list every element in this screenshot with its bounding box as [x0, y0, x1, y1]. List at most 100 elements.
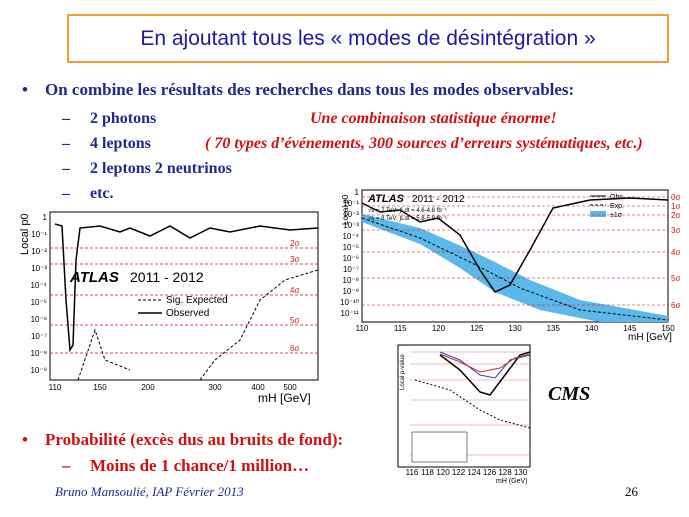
- x-tick-label: 140: [585, 324, 599, 333]
- sigma-label: 4σ: [290, 286, 299, 295]
- expected-curve: [414, 379, 531, 429]
- y-axis-title: Local p0: [341, 194, 350, 225]
- y-tick-label: 10⁻⁸: [31, 349, 48, 358]
- expected-curve: [361, 217, 669, 321]
- subitem: Moins de 1 chance/1 million…: [90, 456, 309, 475]
- title-box: [67, 14, 669, 63]
- dash: –: [61, 185, 71, 202]
- y-axis-title: Local p0: [19, 213, 31, 255]
- bullet: Probabilité (excès dus au bruits de fond…: [45, 430, 343, 449]
- x-tick-label: 150: [661, 324, 675, 333]
- channel-curve: [439, 353, 531, 373]
- page-number: 26: [625, 484, 639, 499]
- note: Une combinaison statistique énorme!: [310, 110, 557, 127]
- subitem: 4 leptons: [90, 135, 151, 152]
- atlas-left-figure: ATLAS 2011 - 2012 Sig. Expected Observed…: [19, 211, 319, 405]
- sigma-label: 5σ: [290, 316, 299, 325]
- legend-box: [411, 431, 468, 463]
- x-tick-label: 150: [93, 383, 107, 392]
- y-tick-label: 1: [43, 213, 48, 222]
- x-tick-label: 400: [251, 383, 265, 392]
- x-tick-label: 116: [406, 468, 419, 477]
- sigma-label: 5σ: [671, 274, 680, 283]
- x-tick-label: 110: [356, 324, 369, 333]
- legend-label: Obs.: [610, 194, 625, 201]
- atlas-right-figure: ATLAS 2011 - 2012 √s = 7 TeV: ∫Ldt = 4.6…: [341, 189, 672, 343]
- legend-label: Sig. Expected: [166, 295, 228, 306]
- sigma-label: 3σ: [671, 226, 680, 235]
- observed-curve: [439, 351, 531, 396]
- y-tick-label: 10⁻²: [31, 247, 47, 256]
- legend-swatch: [590, 211, 606, 217]
- x-tick-label: 122: [452, 468, 466, 477]
- x-tick-label: 130: [508, 324, 522, 333]
- one-sigma-band: [362, 214, 668, 322]
- y-tick-label: 10⁻⁴: [342, 232, 359, 241]
- y-tick-label: 10⁻³: [31, 264, 47, 273]
- sigma-label: 1σ: [671, 202, 680, 211]
- sigma-label: 4σ: [671, 248, 680, 257]
- frame: [49, 211, 319, 381]
- subitems: – 2 photons Une combinaison statistique …: [61, 110, 643, 202]
- subitem: 2 leptons 2 neutrinos: [90, 160, 232, 177]
- experiment: ATLAS: [69, 269, 119, 286]
- footer-author: Bruno Mansoulié, IAP Février 2013: [55, 484, 244, 499]
- y-tick-label: 10⁻⁹: [30, 366, 47, 375]
- y-tick-label: 10⁻⁶: [343, 254, 359, 263]
- dash: –: [61, 160, 71, 177]
- dash: –: [61, 456, 71, 475]
- lumi: √s = 8 TeV: ∫Ldt = 5.8-5.9 fb⁻¹: [368, 215, 447, 222]
- x-tick-label: 120: [436, 468, 450, 477]
- note: ( 70 types d’événements, 300 sources d’e…: [205, 135, 643, 152]
- x-tick-label: 124: [467, 468, 481, 477]
- x-axis-title: mH [GeV]: [628, 332, 672, 343]
- dash: –: [61, 135, 71, 152]
- y-tick-label: 10⁻⁵: [343, 243, 359, 252]
- legend-label: Observed: [166, 308, 209, 319]
- x-axis-title: mH [GeV]: [258, 391, 311, 405]
- x-tick-label: 200: [141, 383, 155, 392]
- y-axis-title: Local p-value: [400, 354, 406, 390]
- x-tick-label: 125: [470, 324, 484, 333]
- sigma-label: 2σ: [671, 211, 680, 220]
- tick-labels: 110⁻¹10⁻²10⁻³10⁻⁴10⁻⁵10⁻⁶10⁻⁷10⁻⁸10⁻⁹110…: [30, 188, 680, 477]
- expected-curve: [77, 269, 319, 381]
- dash: –: [61, 110, 71, 127]
- x-tick-label: 118: [421, 468, 434, 477]
- x-tick-label: 135: [547, 324, 561, 333]
- x-tick-label: 128: [498, 468, 512, 477]
- period: 2011 - 2012: [130, 269, 204, 285]
- x-tick-label: 126: [483, 468, 497, 477]
- y-tick-label: 10⁻³: [343, 221, 359, 230]
- y-tick-label: 10⁻²: [343, 210, 359, 219]
- y-tick-label: 10⁻⁴: [30, 281, 47, 290]
- observed-curve: [361, 197, 669, 293]
- x-tick-label: 300: [208, 383, 222, 392]
- subitem: 2 photons: [90, 110, 156, 127]
- y-tick-label: 10⁻⁵: [31, 298, 47, 307]
- x-axis-title: mH (GeV): [496, 478, 528, 485]
- subitem: etc.: [90, 185, 114, 202]
- y-tick-label: 10⁻¹⁰: [340, 298, 359, 307]
- x-tick-label: 120: [432, 324, 446, 333]
- cms-label: CMS: [548, 383, 590, 405]
- y-tick-label: 10⁻¹: [343, 199, 359, 208]
- observed-curve: [54, 223, 319, 353]
- sigma-label: 2σ: [290, 239, 299, 248]
- y-tick-label: 10⁻¹: [31, 230, 47, 239]
- experiment: ATLAS: [367, 193, 405, 205]
- y-tick-label: 1: [355, 188, 360, 197]
- legend-label: ±1σ: [610, 212, 623, 219]
- sigma-label: 0σ: [671, 193, 680, 202]
- y-tick-label: 10⁻⁹: [342, 287, 359, 296]
- bullet-mark: •: [22, 430, 28, 449]
- x-tick-label: 130: [514, 468, 528, 477]
- x-tick-label: 110: [49, 383, 62, 392]
- y-tick-label: 10⁻⁷: [343, 265, 359, 274]
- period: 2011 - 2012: [412, 194, 465, 205]
- slide-title: En ajoutant tous les « modes de désintég…: [140, 27, 595, 50]
- legend-label: Exp.: [610, 203, 624, 210]
- x-tick-label: 115: [394, 324, 407, 333]
- sigma-label: 3σ: [290, 255, 299, 264]
